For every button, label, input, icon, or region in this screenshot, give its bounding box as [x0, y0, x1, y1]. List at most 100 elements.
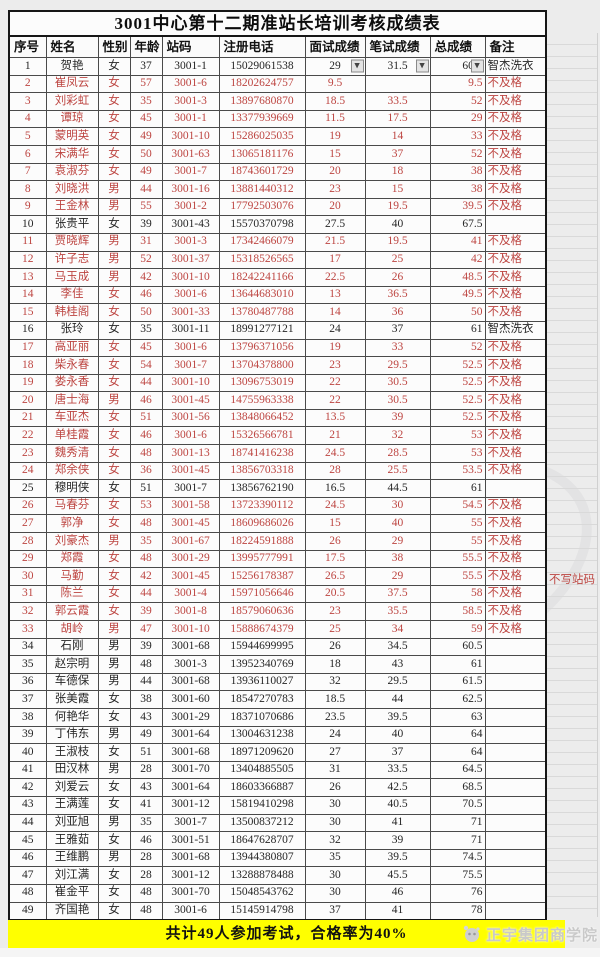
- cell-written: 17.5: [364, 109, 431, 129]
- cell-phone: 15029061538: [218, 57, 306, 76]
- cell-written: 44: [364, 690, 431, 709]
- cell-interview: 15: [304, 514, 366, 534]
- cell-station: 3001-37: [161, 250, 220, 270]
- cell-written: 25: [364, 250, 431, 270]
- table-row: 9 王金林男 55 3001-2 17792503076 20 19.5 39.5 不及格: [8, 197, 547, 217]
- cell-remark: [484, 831, 547, 850]
- cell-age: 48: [129, 883, 163, 903]
- cell-age: 46: [129, 426, 163, 446]
- cell-phone: 13644683010: [218, 285, 306, 305]
- cell-station: 3001-10: [161, 268, 220, 287]
- cell-total: 68.5: [429, 778, 486, 797]
- cell-station: 3001-3: [161, 92, 220, 111]
- cell-gender: 女: [97, 831, 131, 850]
- cell-age: 44: [129, 373, 163, 393]
- cell-name: 郭净: [45, 514, 99, 534]
- cell-remark: 不及格: [484, 338, 547, 358]
- cell-station: 3001-12: [161, 795, 220, 815]
- cell-total: 59: [429, 620, 486, 639]
- cell-no: 7: [8, 162, 47, 182]
- filter-dropdown-icon[interactable]: ▼: [350, 59, 364, 73]
- cell-interview: 13.5: [304, 408, 366, 428]
- cell-written: 37: [364, 144, 431, 164]
- cell-remark: 不及格: [484, 408, 547, 428]
- cell-interview: 27: [304, 743, 366, 762]
- cell-written: 14: [364, 127, 431, 146]
- cell-remark: [484, 707, 547, 727]
- cell-interview: 32: [304, 831, 366, 850]
- cell-phone: 13404885505: [218, 760, 306, 780]
- cell-total: 71: [429, 813, 486, 833]
- cell-interview: 19: [304, 338, 366, 358]
- cell-no: 16: [8, 320, 47, 340]
- filter-dropdown-icon[interactable]: ▼: [415, 59, 429, 73]
- cell-gender: 女: [97, 496, 131, 516]
- score-table-sheet: 3001中心第十二期准站长培训考核成绩表 序号 姓名 性别 年龄 站码 注册电话 面试成绩笔…: [8, 10, 548, 921]
- cell-phone: 18971209620: [218, 743, 306, 762]
- cell-gender: 女: [97, 162, 131, 182]
- cell-written: [364, 74, 431, 94]
- cell-remark: [484, 866, 547, 885]
- cell-age: 41: [129, 795, 163, 815]
- cell-age: 45: [129, 338, 163, 358]
- table-row: 34 石刚男 39 3001-68 15944699995 26 34.5 60.5: [8, 637, 547, 657]
- cell-gender: 女: [97, 74, 131, 94]
- cell-interview: 22: [304, 373, 366, 393]
- cell-written: 36.5: [364, 285, 431, 305]
- cell-remark: 不及格: [484, 356, 547, 375]
- cell-no: 26: [8, 496, 47, 516]
- cell-age: 28: [129, 760, 163, 780]
- cell-gender: 女: [97, 303, 131, 322]
- cell-written: 19.5: [364, 232, 431, 252]
- cell-remark: [484, 672, 547, 692]
- cell-name: 车亚杰: [45, 408, 99, 428]
- cell-name: 刘亚旭: [45, 813, 99, 833]
- cell-age: 48: [129, 655, 163, 674]
- cell-interview: 20.5: [304, 584, 366, 604]
- cell-remark: 不及格: [484, 391, 547, 410]
- cell-age: 49: [129, 162, 163, 182]
- cell-phone: 18743601729: [218, 162, 306, 182]
- table-row: 20 唐士海男 46 3001-45 14755963338 22 30.5 52.5 不及格: [8, 391, 547, 410]
- cell-written: 39: [364, 831, 431, 850]
- cell-phone: 13065181176: [218, 144, 306, 164]
- cell-station: 3001-70: [161, 760, 220, 780]
- cell-gender: 女: [97, 690, 131, 709]
- cell-interview: 9.5: [304, 74, 366, 94]
- page-title: 3001中心第十二期准站长培训考核成绩表: [8, 10, 547, 37]
- cell-gender: 女: [97, 92, 131, 111]
- cell-total: 52.5: [429, 373, 486, 393]
- cell-phone: 18579060636: [218, 602, 306, 621]
- cell-interview: 37: [304, 901, 366, 921]
- cell-name: 王维鹏: [45, 848, 99, 868]
- cell-interview: 20: [304, 197, 366, 217]
- column-header-row: 序号 姓名 性别 年龄 站码 注册电话 面试成绩 笔试成绩 总成绩 备注: [8, 35, 547, 58]
- cell-age: 37: [129, 57, 163, 76]
- cell-written: 42.5: [364, 778, 431, 797]
- cell-interview: 23.5: [304, 707, 366, 727]
- cell-phone: 15971056646: [218, 584, 306, 604]
- cell-name: 崔凤云: [45, 74, 99, 94]
- cell-name: 马勤: [45, 567, 99, 586]
- cell-total: 52.5: [429, 408, 486, 428]
- cell-no: 15: [8, 303, 47, 322]
- cell-age: 44: [129, 584, 163, 604]
- cell-no: 18: [8, 356, 47, 375]
- cell-gender: 男: [97, 725, 131, 745]
- cell-phone: 15145914798: [218, 901, 306, 921]
- cell-remark: 不及格: [484, 584, 547, 604]
- cell-phone: 13004631238: [218, 725, 306, 745]
- cell-written: 35.5: [364, 602, 431, 621]
- cell-age: 43: [129, 778, 163, 797]
- cell-remark: 不及格: [484, 602, 547, 621]
- cell-gender: 女: [97, 901, 131, 921]
- cell-remark: 不及格: [484, 92, 547, 111]
- table-row: 32 郭云霞女 39 3001-8 18579060636 23 35.5 58.5 不及格: [8, 602, 547, 621]
- cell-name: 张贵平: [45, 215, 99, 234]
- cell-station: 3001-68: [161, 672, 220, 692]
- filter-dropdown-icon[interactable]: ▼: [470, 59, 484, 73]
- cell-gender: 男: [97, 760, 131, 780]
- table-row: 10 张贵平女 39 3001-43 15570370798 27.5 40 67.5: [8, 215, 547, 234]
- cell-name: 胡岭: [45, 620, 99, 639]
- table-row: 11 贾晓辉男 31 3001-3 17342466079 21.5 19.5 41 不及格: [8, 232, 547, 252]
